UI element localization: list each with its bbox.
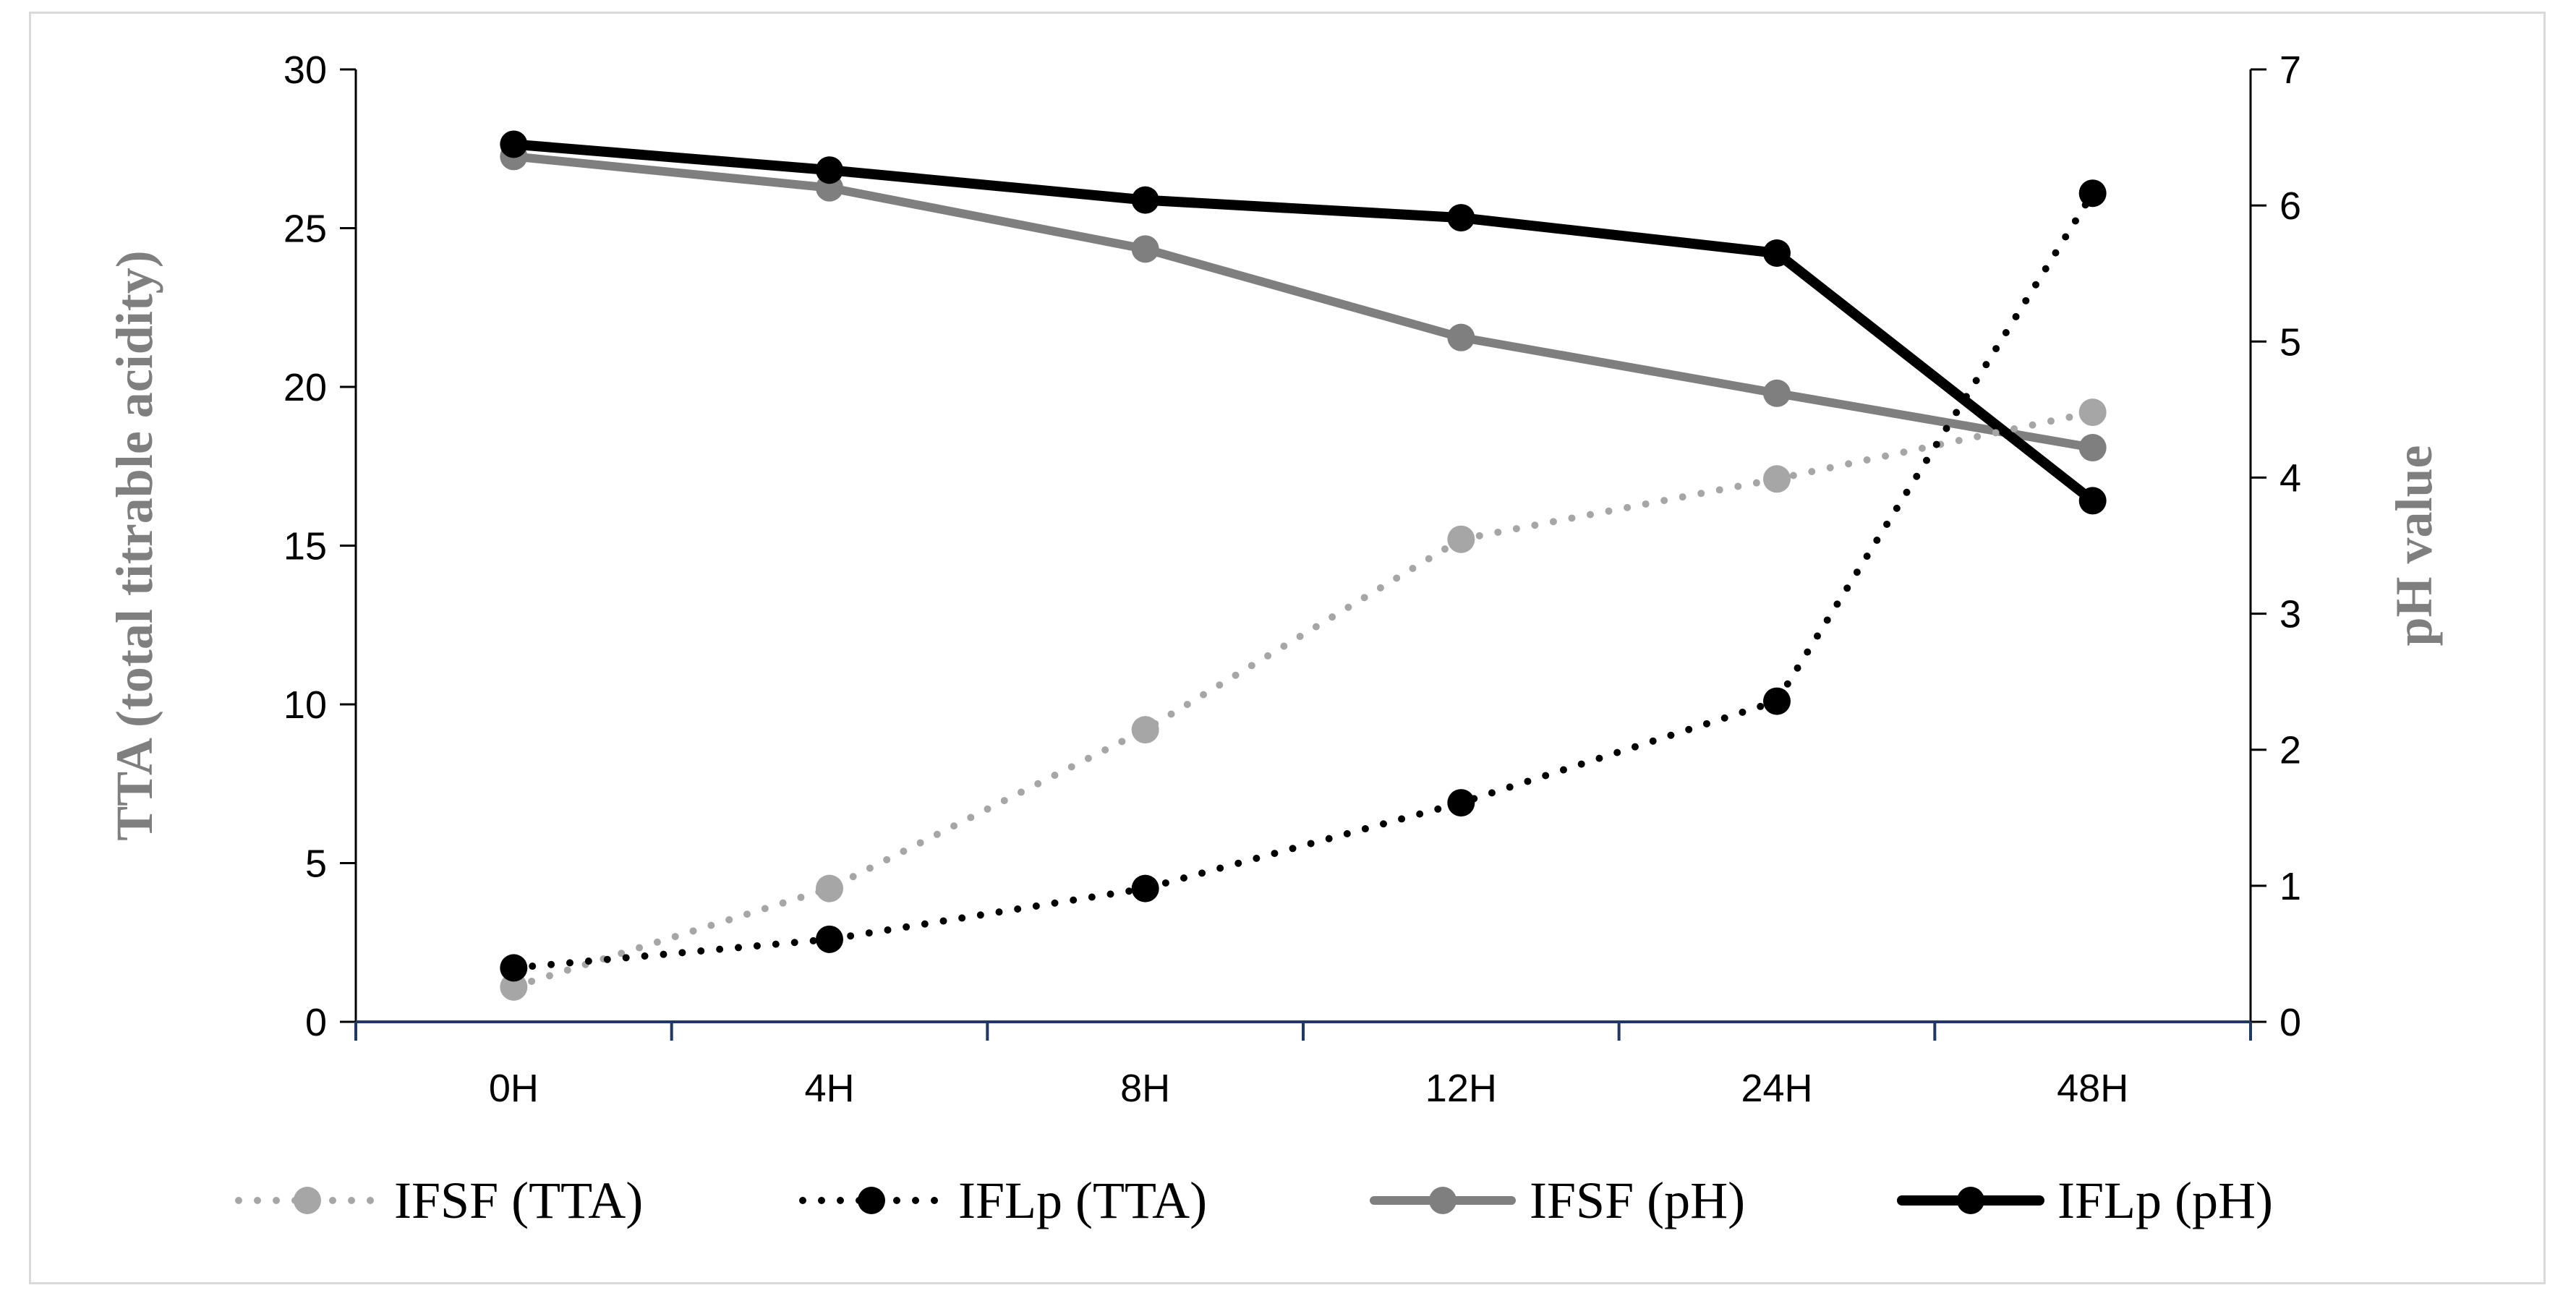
- x-tick-label: 8H: [1120, 1067, 1170, 1110]
- x-tick-label: 12H: [1425, 1067, 1497, 1110]
- right-y-tick-label: 2: [2279, 729, 2301, 772]
- legend-marker-ifsf-ph: [1429, 1187, 1457, 1214]
- legend-marker-iflp-tta: [858, 1187, 885, 1214]
- axes-group: 0 5 10 15 20 25 30 0 1 2 3 4 5 6 7 0H 4H 8H 12H 24H 48H TTA (…: [106, 48, 2443, 1110]
- left-y-tick-label: 0: [305, 1001, 327, 1044]
- series-line-ifsf-tta: [510, 409, 2097, 991]
- data-point-iflp-ph: [2078, 487, 2107, 515]
- left-y-tick-label: 15: [283, 525, 327, 568]
- right-y-tick-label: 4: [2279, 456, 2301, 500]
- left-y-tick-label: 30: [283, 48, 327, 92]
- series-line-ifsf-ph: [509, 152, 2097, 452]
- data-point-ifsf-tta: [2078, 398, 2107, 427]
- chart-frame: [29, 12, 2546, 1284]
- data-point-ifsf-ph: [2078, 434, 2107, 462]
- data-point-iflp-ph: [816, 156, 843, 184]
- data-point-ifsf-tta: [1131, 716, 1159, 744]
- data-point-iflp-tta: [1131, 874, 1159, 903]
- data-point-iflp-tta: [1447, 789, 1475, 817]
- left-y-tick-label: 25: [283, 208, 327, 251]
- series-line-iflp-tta: [510, 189, 2097, 972]
- data-point-ifsf-tta: [500, 973, 528, 1001]
- data-point-iflp-ph: [500, 130, 528, 158]
- x-tick-label: 24H: [1741, 1067, 1812, 1110]
- right-y-tick-label: 5: [2279, 320, 2301, 364]
- right-y-tick-label: 7: [2279, 48, 2301, 92]
- legend-label-ifsf-tta: IFSF (TTA): [394, 1172, 643, 1229]
- data-point-iflp-ph: [1763, 239, 1791, 267]
- data-point-iflp-ph: [1447, 204, 1475, 232]
- data-point-ifsf-tta: [1447, 525, 1475, 553]
- data-point-ifsf-ph: [1763, 379, 1791, 407]
- right-y-axis-title: pH value: [2385, 445, 2443, 646]
- legend-label-iflp-ph: IFLp (pH): [2057, 1172, 2273, 1229]
- legend-group: IFSF (TTA) IFLp (TTA) IFSF (pH) IFLp (pH): [235, 1172, 2273, 1229]
- data-point-ifsf-ph: [1447, 323, 1475, 351]
- data-point-iflp-tta: [500, 954, 528, 982]
- data-point-ifsf-tta: [1763, 465, 1791, 493]
- data-point-iflp-tta: [2078, 179, 2107, 208]
- x-tick-label: 48H: [2057, 1067, 2128, 1110]
- series-line-iflp-ph: [508, 139, 2098, 506]
- left-y-tick-label: 5: [305, 842, 327, 886]
- x-tick-label: 0H: [489, 1067, 539, 1110]
- right-y-tick-label: 1: [2279, 865, 2301, 908]
- data-point-ifsf-ph: [1131, 235, 1159, 263]
- left-y-tick-label: 10: [283, 683, 327, 727]
- legend-marker-ifsf-tta: [294, 1187, 321, 1214]
- left-y-axis-title: TTA (total titrable acidity): [106, 250, 163, 841]
- data-point-iflp-tta: [1763, 687, 1791, 715]
- legend-marker-iflp-ph: [1957, 1187, 1984, 1214]
- series-group: [500, 130, 2107, 1001]
- legend-label-iflp-tta: IFLp (TTA): [958, 1172, 1207, 1229]
- left-y-tick-label: 20: [283, 366, 327, 409]
- right-y-tick-label: 3: [2279, 593, 2301, 636]
- legend-label-ifsf-ph: IFSF (pH): [1530, 1172, 1745, 1229]
- data-point-iflp-tta: [816, 925, 843, 953]
- right-y-tick-label: 0: [2279, 1001, 2301, 1044]
- data-point-iflp-ph: [1131, 186, 1159, 214]
- data-point-ifsf-tta: [816, 874, 843, 903]
- right-y-tick-label: 6: [2279, 184, 2301, 228]
- x-tick-label: 4H: [804, 1067, 854, 1110]
